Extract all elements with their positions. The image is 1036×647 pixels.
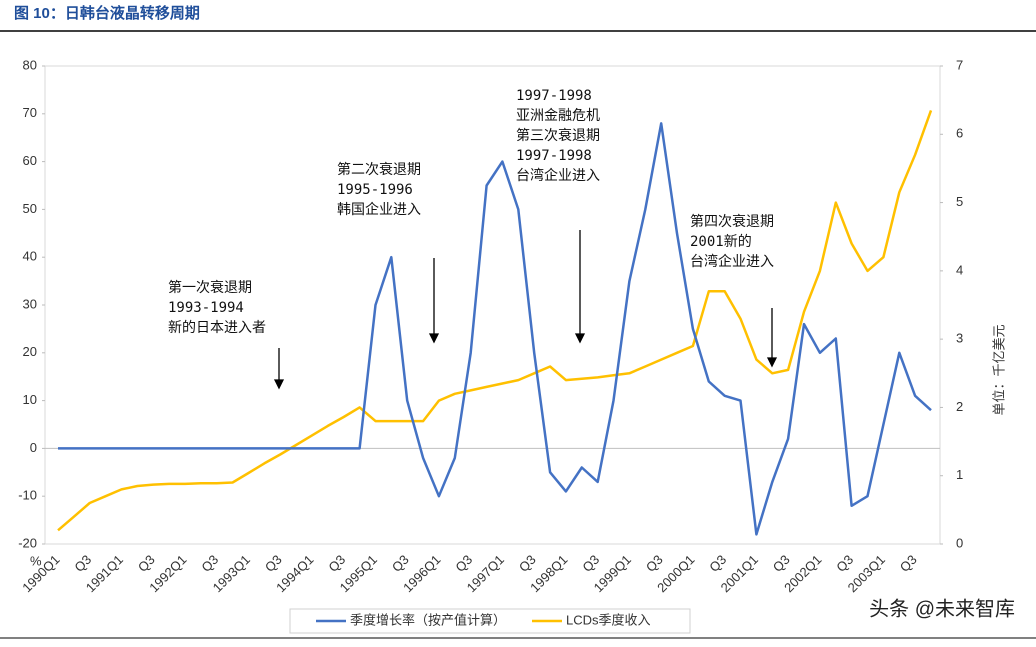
- y-tick-label: 40: [23, 249, 37, 264]
- x-tick-label: Q3: [706, 552, 729, 575]
- annotation: 台湾企业进入: [516, 167, 600, 184]
- chart-title: 图 10：日韩台液晶转移周期: [14, 4, 200, 22]
- y-tick-label: 50: [23, 201, 37, 216]
- y-tick-label: 0: [30, 440, 37, 455]
- series-line: [58, 122, 932, 536]
- y2-tick-label: 6: [956, 126, 963, 141]
- annotation: 第三次衰退期: [516, 127, 600, 144]
- annotation: 第四次衰退期: [690, 213, 774, 230]
- y2-tick-label: 4: [956, 262, 963, 277]
- annotation: 1997-1998: [516, 88, 592, 104]
- legend-label: LCDs季度收入: [566, 612, 651, 627]
- annotation: 1993-1994: [168, 300, 244, 316]
- y-tick-label: 20: [23, 344, 37, 359]
- annotation: 1997-1998: [516, 148, 592, 164]
- x-tick-label: Q3: [833, 552, 856, 575]
- y2-tick-label: 2: [956, 399, 963, 414]
- y2-tick-label: 3: [956, 331, 963, 346]
- y-unit: %: [30, 553, 42, 568]
- legend-label: 季度增长率（按产值计算）: [350, 612, 506, 627]
- x-tick-label: Q3: [452, 552, 475, 575]
- annotation: 亚洲金融危机: [516, 108, 600, 124]
- x-tick-label: Q3: [579, 552, 602, 575]
- annotation: 1995-1996: [337, 182, 413, 198]
- annotation: 韩国企业进入: [337, 201, 421, 218]
- y-tick-label: 30: [23, 296, 37, 311]
- annotation: 第二次衰退期: [337, 161, 421, 178]
- x-tick-label: Q3: [71, 552, 94, 575]
- y2-tick-label: 1: [956, 467, 963, 482]
- y-tick-label: 10: [23, 392, 37, 407]
- x-tick-label: Q3: [643, 552, 666, 575]
- x-tick-label: Q3: [135, 552, 158, 575]
- annotation: 2001新的: [690, 234, 752, 250]
- y-tick-label: 60: [23, 153, 37, 168]
- x-tick-label: Q3: [770, 552, 793, 575]
- arrows: [273, 230, 778, 390]
- annotation: 台湾企业进入: [690, 253, 774, 270]
- y-tick-label: -10: [18, 488, 37, 503]
- watermark: 头条 @未来智库: [869, 597, 1015, 620]
- annotation: 第一次衰退期: [168, 279, 252, 296]
- x-tick-label: Q3: [262, 552, 285, 575]
- y2-label: 单位：千亿美元: [991, 324, 1006, 415]
- y2-tick-label: 0: [956, 535, 963, 550]
- y2-tick-label: 5: [956, 194, 963, 209]
- x-tick-label: Q3: [389, 552, 412, 575]
- x-tick-label: Q3: [198, 552, 221, 575]
- x-tick-label: Q3: [325, 552, 348, 575]
- y-tick-label: 70: [23, 105, 37, 120]
- y-tick-label: -20: [18, 535, 37, 550]
- y2-tick-label: 7: [956, 57, 963, 72]
- y-tick-label: 80: [23, 57, 37, 72]
- series-line: [57, 109, 933, 532]
- x-tick-label: Q3: [897, 552, 920, 575]
- annotation: 新的日本进入者: [168, 320, 266, 336]
- legend-box: [289, 608, 691, 634]
- x-tick-label: Q3: [516, 552, 539, 575]
